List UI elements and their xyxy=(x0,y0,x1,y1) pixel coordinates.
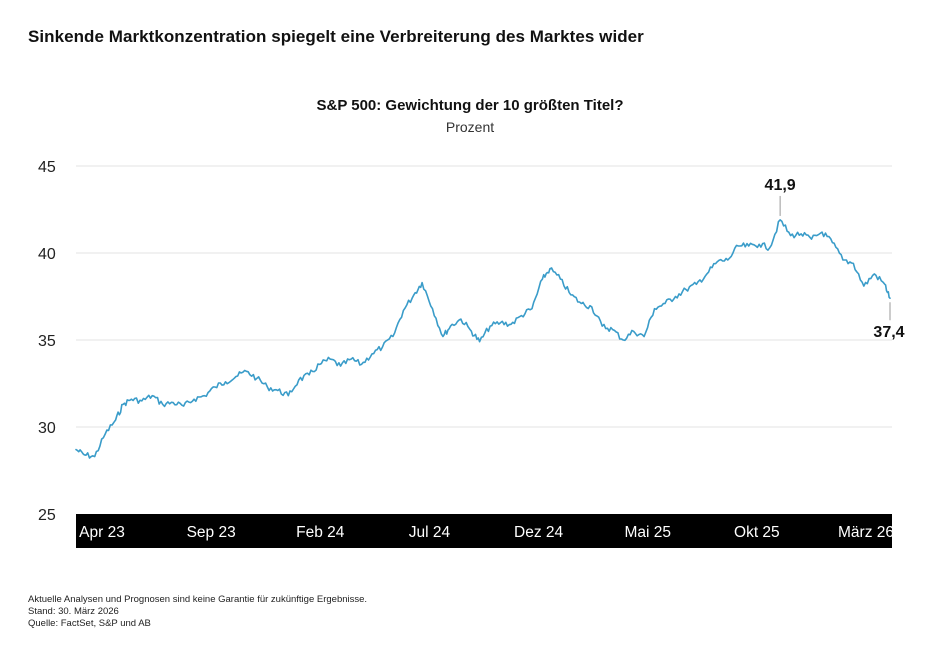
y-tick-label: 25 xyxy=(38,507,56,524)
y-tick-label: 35 xyxy=(38,333,56,350)
chart-subtitle: Prozent xyxy=(445,119,495,135)
series-points xyxy=(75,219,891,458)
x-tick-label: Okt 25 xyxy=(734,524,780,541)
x-tick-label: Mai 25 xyxy=(624,524,671,541)
x-tick-label: Dez 24 xyxy=(514,524,563,541)
x-axis-ticks: Apr 23 Sep 23 Feb 24 Jul 24 Dez 24 Mai 25 Okt … xyxy=(79,524,894,541)
x-tick-label: Sep 23 xyxy=(187,524,236,541)
footer-date: Stand: 30. März 2026 xyxy=(28,606,119,617)
annotation-label: 41,9 xyxy=(765,177,796,194)
annotation-label: 37,4 xyxy=(873,324,904,341)
y-tick-label: 40 xyxy=(38,246,56,263)
x-tick-label: Jul 24 xyxy=(409,524,451,541)
series-line xyxy=(75,219,891,459)
chart-title: S&P 500: Gewichtung der 10 größten Titel… xyxy=(316,97,624,114)
y-tick-label: 45 xyxy=(38,159,56,176)
annotations: 41,9 37,4 xyxy=(765,177,905,341)
x-axis-band xyxy=(76,514,892,548)
y-tick-label: 30 xyxy=(38,420,56,437)
x-tick-label: März 26 xyxy=(838,524,894,541)
footer-disclaimer: Aktuelle Analysen und Prognosen sind kei… xyxy=(28,594,368,605)
x-tick-label: Apr 23 xyxy=(79,524,125,541)
y-axis-ticks: 45 40 35 30 25 xyxy=(38,159,56,524)
footer-source: Quelle: FactSet, S&P und AB xyxy=(28,618,151,629)
headline: Sinkende Marktkonzentration spiegelt ein… xyxy=(28,27,644,46)
x-tick-label: Feb 24 xyxy=(296,524,345,541)
grid-lines xyxy=(76,165,892,428)
